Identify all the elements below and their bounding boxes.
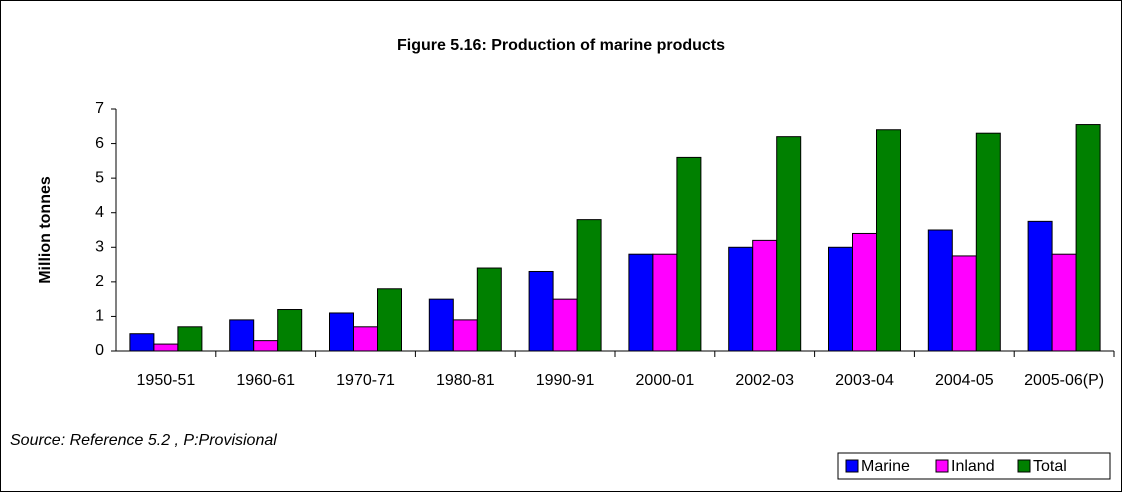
bar (476, 267, 502, 352)
bar (876, 129, 901, 352)
bar (277, 309, 303, 352)
y-tick-label: 7 (95, 100, 104, 117)
bar (828, 246, 853, 352)
chart-title: Figure 5.16: Production of marine produc… (397, 37, 725, 54)
x-tick-label: 2005-06(P) (1024, 372, 1104, 389)
y-tick-label: 4 (95, 204, 104, 221)
bar (975, 132, 1001, 352)
bar (353, 326, 378, 352)
bar (253, 340, 279, 352)
bar (676, 156, 702, 352)
bar (628, 253, 654, 352)
x-tick-label: 1980-81 (436, 372, 495, 389)
bar (177, 326, 203, 352)
source-note: Source: Reference 5.2 , P:Provisional (10, 432, 277, 449)
x-tick-label: 1990-91 (536, 372, 595, 389)
bar (377, 288, 402, 352)
x-tick-label: 2000-01 (636, 372, 695, 389)
bar (452, 319, 478, 352)
bar (329, 312, 354, 352)
y-tick-label: 3 (95, 239, 104, 256)
legend-swatch (935, 459, 949, 473)
bar (1027, 220, 1053, 352)
bar (852, 232, 877, 352)
bar (951, 255, 977, 352)
bar (728, 246, 754, 352)
bar (552, 298, 578, 352)
legend-label: Inland (951, 458, 995, 475)
x-tick-label: 1950-51 (137, 372, 196, 389)
bar (229, 319, 255, 352)
y-tick-label: 0 (95, 342, 104, 359)
legend-swatch (845, 459, 859, 473)
bar (528, 270, 554, 352)
bar (776, 136, 802, 352)
bar (576, 219, 602, 352)
bar (1075, 124, 1101, 352)
y-tick-label: 2 (95, 273, 104, 290)
bar (652, 253, 678, 352)
bar (428, 298, 454, 352)
y-tick-label: 5 (95, 169, 104, 186)
legend-box (837, 452, 1111, 480)
y-tick-label: 1 (95, 308, 104, 325)
x-tick-label: 2002-03 (735, 372, 794, 389)
x-tick-label: 2003-04 (835, 372, 894, 389)
bar (153, 343, 179, 352)
y-axis-label: Million tonnes (37, 176, 54, 284)
legend-label: Total (1033, 458, 1067, 475)
x-tick-label: 1970-71 (336, 372, 395, 389)
bar (1051, 253, 1077, 352)
legend-label: Marine (861, 458, 910, 475)
bar (927, 229, 953, 352)
legend-swatch (1017, 459, 1031, 473)
bar (129, 333, 155, 352)
bar (752, 239, 778, 352)
x-tick-label: 2004-05 (935, 372, 994, 389)
x-tick-label: 1960-61 (236, 372, 295, 389)
y-tick-label: 6 (95, 135, 104, 152)
